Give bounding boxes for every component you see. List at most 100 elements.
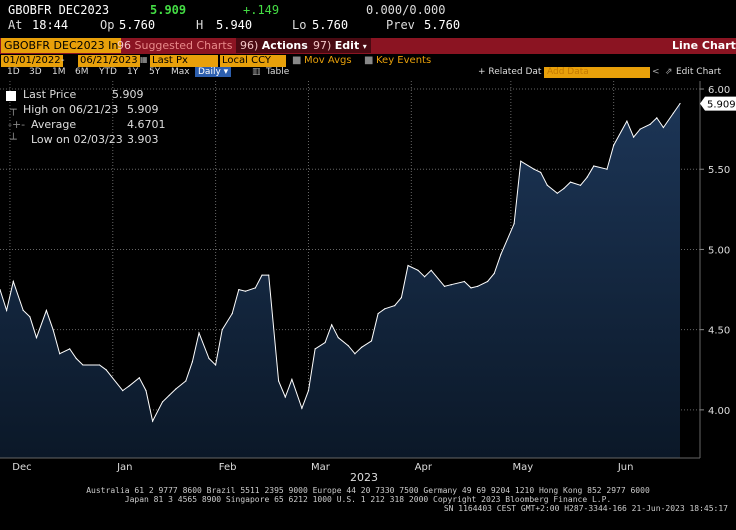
legend-low-label: Low on 02/03/23 [31,133,123,146]
data-point [407,264,409,267]
x-tick-label: Apr [415,462,433,473]
range-1y[interactable]: 1Y [127,67,139,77]
data-point [477,285,479,287]
key-events-label[interactable]: Key Events [376,55,432,66]
data-point [423,276,426,278]
data-point [384,308,386,310]
data-point [22,309,24,312]
data-point [586,176,588,178]
data-point [347,345,349,347]
currency-select[interactable]: Local CCY [220,55,286,67]
data-point [6,309,8,312]
data-point [191,361,193,363]
data-point [138,377,140,379]
end-date-input[interactable]: 06/21/2023 [78,55,140,67]
data-point [394,304,396,307]
footer-session-line: SN 1164403 CEST GMT+2:00 H287-3344-166 2… [443,504,728,513]
data-point [556,192,558,194]
data-point [82,364,84,366]
high-value: 5.940 [216,18,253,32]
price-area-fill [0,103,680,458]
edit-chart-button[interactable]: Edit Chart [676,67,722,77]
data-point [679,103,681,105]
x-tick-label: Feb [219,462,237,473]
field-select[interactable]: Last Px [150,55,218,67]
data-point [450,284,452,286]
related-data-button[interactable]: + Related Dat [478,67,542,77]
suggested-charts-number: 96 [117,39,131,52]
high-marker-icon: ┬ [10,103,17,116]
data-point [307,390,310,392]
data-point [513,223,515,225]
range-1m[interactable]: 1M [52,67,66,77]
last-price-value: 5.909 [150,3,187,17]
date-separator: - [61,55,65,66]
add-data-input[interactable]: Add Data [544,67,650,78]
data-point [662,126,665,129]
data-point [198,332,200,334]
range-3d[interactable]: 3D [29,67,42,77]
x-tick-label: May [512,462,533,473]
data-point [470,287,472,289]
mov-avgs-label[interactable]: Mov Avgs [304,55,352,66]
start-date-input[interactable]: 01/01/2022 [1,55,63,67]
low-value: 5.760 [312,18,349,32]
x-tick-label: Jan [116,462,132,473]
period-select[interactable]: Daily ▾ [195,67,232,77]
table-icon[interactable]: ▥ [252,67,261,77]
range-5y[interactable]: 5Y [149,67,161,77]
last-price-swatch [6,91,16,101]
quote-header: GBOBFR DEC2023 5.909 +.149 0.000/0.000 A… [0,0,736,36]
data-point [122,390,124,392]
legend-high-value: 5.909 [127,103,159,116]
data-point [244,290,247,292]
footer-contacts-line2: Japan 81 3 4565 8900 Singapore 65 6212 1… [124,495,612,504]
data-point [231,313,233,315]
edit-label: Edit [334,39,360,52]
actions-menu[interactable]: 96) Actions ▾ [236,38,320,53]
range-1d[interactable]: 1D [7,67,20,77]
data-point [546,184,548,186]
suggested-charts-button[interactable]: 96 Suggested Charts [117,39,232,52]
arrow-icon[interactable]: ⇗ [665,67,673,77]
legend-row-average: -+- Average 4.6701 [6,118,166,133]
x-tick-label: Mar [311,462,331,473]
at-time-value: 18:44 [32,18,69,32]
data-point [324,341,326,344]
data-point [261,274,263,276]
data-point [487,280,489,283]
low-label: Lo [292,18,307,32]
range-ytd[interactable]: YTD [99,67,117,77]
high-label: H [196,18,204,32]
data-point [500,253,502,255]
range-max[interactable]: Max [171,67,190,77]
data-point [430,269,432,271]
edit-menu[interactable]: 97) Edit ▾ [309,38,371,53]
security-field[interactable]: GBOBFR DEC2023 In [1,38,122,53]
range-bar: 1D 3D 1M 6M YTD 1Y 5Y Max Daily ▾ ▥ Tabl… [0,67,736,79]
open-label: Op [100,18,115,32]
actions-label: Actions [261,39,308,52]
settings-icon[interactable]: < [652,67,660,77]
y-tick-label: 5.00 [708,245,730,256]
legend-high-label: High on 06/21/23 [23,103,119,116]
data-point [337,337,339,339]
y-tick-label: 4.00 [708,406,730,417]
data-point [370,340,373,342]
data-point [377,313,379,315]
mov-avgs-checkbox[interactable]: ■ [292,55,302,66]
data-point [98,364,101,366]
data-point [221,329,223,331]
data-point [563,187,565,190]
range-6m[interactable]: 6M [75,67,89,77]
data-point [672,112,674,114]
table-button[interactable]: Table [266,67,290,77]
key-events-checkbox[interactable]: ■ [364,55,374,66]
price-chart[interactable]: 6.00 5.50 5.00 4.50 4.00 Dec Jan Feb Mar Apr May J… [0,81,736,486]
calendar-icon[interactable]: ▦ [140,55,148,64]
y-tick-label: 6.00 [708,85,730,96]
data-point [360,346,363,348]
legend-last-label: Last Price [23,88,77,101]
data-point [128,385,130,387]
data-point [291,378,293,380]
